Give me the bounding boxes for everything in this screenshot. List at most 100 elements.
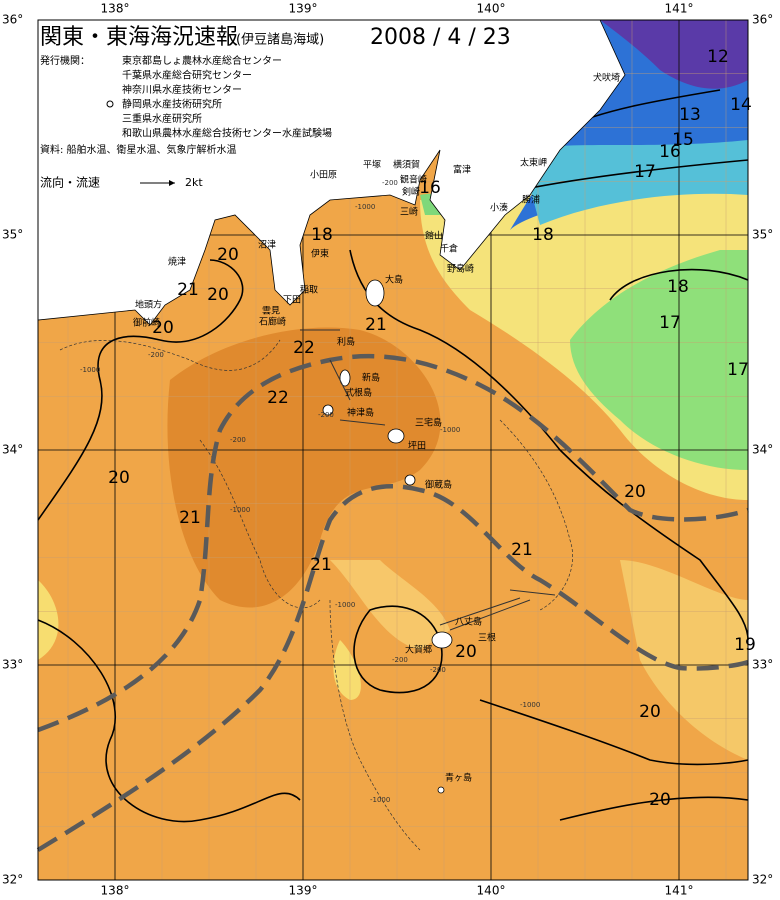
isotherm-label: 18	[667, 277, 689, 297]
lat-label-left: 36°	[2, 13, 23, 27]
lon-label-top: 140°	[477, 2, 506, 16]
place-name: 小田原	[310, 170, 337, 181]
place-name: 式根島	[345, 387, 372, 399]
place-name: 大島	[385, 274, 403, 286]
depth-label: -200	[430, 666, 446, 674]
publisher: 静岡県水産技術研究所	[122, 98, 222, 111]
depth-label: -1000	[80, 366, 100, 374]
isotherm-label: 21	[365, 315, 387, 335]
lon-label-top: 138°	[101, 2, 130, 16]
lat-label-left: 34°	[2, 443, 23, 457]
publisher: 神奈川県水産技術センター	[122, 83, 242, 96]
isotherm-label: 16	[659, 142, 681, 162]
marker	[106, 100, 114, 108]
lon-label-bottom: 141°	[665, 884, 694, 898]
depth-label: -200	[318, 411, 334, 419]
place-name: 雲見	[262, 306, 280, 317]
place-name: 太東岬	[520, 157, 547, 169]
depth-label: -200	[230, 436, 246, 444]
isotherm-label: 21	[511, 540, 533, 560]
place-name: 青ヶ島	[445, 772, 472, 784]
isotherm-label: 17	[659, 313, 681, 333]
isotherm-label: 20	[217, 245, 239, 265]
arrow-head	[169, 180, 175, 186]
place-name: 三宅島	[415, 417, 442, 429]
lat-label-left: 32°	[2, 873, 23, 887]
lon-label-bottom: 139°	[289, 884, 318, 898]
isotherm-label: 15	[672, 130, 694, 150]
place-name: 地頭方	[135, 299, 162, 311]
isotherm-label: 14	[730, 95, 752, 115]
place-name: 小湊	[490, 202, 508, 214]
depth-label: -1000	[355, 203, 375, 211]
place-name: 犬吠埼	[593, 72, 620, 84]
lat-label-right: 34°	[752, 443, 773, 457]
place-name: 稲取	[300, 284, 318, 296]
depth-label: -1000	[335, 601, 355, 609]
publisher-list: 東京都島しょ農林水産総合センター千葉県水産総合研究センター神奈川県水産技術センタ…	[122, 54, 332, 140]
kuroshio-axis	[36, 353, 749, 852]
isotherm-label: 17	[634, 162, 656, 182]
depth-label: -200	[382, 179, 398, 187]
isotherm-label: 20	[108, 468, 130, 488]
isotherm-label: 21	[177, 280, 199, 300]
lat-label-left: 35°	[2, 228, 23, 242]
isotherm-label: 20	[152, 318, 174, 338]
place-name: 石廊崎	[259, 316, 286, 328]
date: 2008 / 4 / 23	[370, 25, 511, 50]
isotherm-label: 18	[311, 225, 333, 245]
place-name: 八丈島	[455, 616, 482, 628]
current-legend-label: 流向・流速	[40, 175, 100, 190]
place-name: 新島	[362, 372, 380, 384]
isotherm-label: 20	[639, 702, 661, 722]
place-name: 坪田	[408, 441, 426, 452]
place-name: 御前崎	[133, 317, 160, 329]
subtitle: (伊豆諸島海域)	[236, 32, 324, 48]
lat-label-right: 33°	[752, 658, 773, 672]
lon-label-top: 139°	[289, 2, 318, 16]
lon-label-top: 141°	[665, 2, 694, 16]
place-name: 下田	[283, 295, 301, 306]
depth-label: -1000	[230, 506, 250, 514]
isotherm-label: 17	[727, 360, 749, 380]
lon-label-bottom: 138°	[101, 884, 130, 898]
publisher: 千葉県水産総合研究センター	[122, 69, 252, 82]
place-name: 大賀郷	[405, 644, 432, 656]
isotherm-label: 12	[707, 47, 729, 67]
place-name: 御蔵島	[425, 479, 452, 491]
isotherm-label: 20	[649, 790, 671, 810]
place-name: 利島	[337, 336, 355, 348]
lat-label-right: 32°	[752, 873, 773, 887]
publisher: 東京都島しょ農林水産総合センター	[122, 54, 282, 67]
place-name: 剣崎	[402, 186, 420, 198]
sources: 資料: 船舶水温、衛星水温、気象庁解析水温	[40, 143, 237, 156]
title: 関東・東海海況速報	[40, 25, 238, 50]
publisher: 三重県水産研究所	[122, 112, 202, 125]
map-frame	[37, 19, 749, 881]
lon-label-bottom: 140°	[477, 884, 506, 898]
isotherm-label: 19	[734, 635, 756, 655]
isotherm-label: 22	[293, 338, 315, 358]
place-name: 富津	[453, 164, 471, 176]
place-name: 観音崎	[400, 174, 427, 186]
place-name: 野島崎	[447, 263, 474, 275]
isotherm-label: 13	[679, 105, 701, 125]
place-name: 三崎	[400, 206, 418, 218]
publisher: 和歌山県農林水産総合技術センター水産試験場	[122, 127, 332, 140]
place-name: 神津島	[347, 407, 374, 419]
isotherm-label: 20	[455, 642, 477, 662]
lat-label-left: 33°	[2, 658, 23, 672]
place-name: 沼津	[258, 240, 276, 251]
isotherm-label: 18	[532, 225, 554, 245]
isotherm-label: 21	[310, 555, 332, 575]
isotherm-label: 16	[419, 178, 441, 198]
depth-label: -1000	[370, 796, 390, 804]
current-vectors	[300, 329, 556, 631]
current-legend-speed: 2kt	[185, 176, 203, 189]
place-name: 千倉	[440, 243, 458, 255]
place-name: 勝浦	[522, 194, 540, 206]
isotherm-label: 22	[267, 388, 289, 408]
place-name: 伊東	[311, 248, 329, 260]
